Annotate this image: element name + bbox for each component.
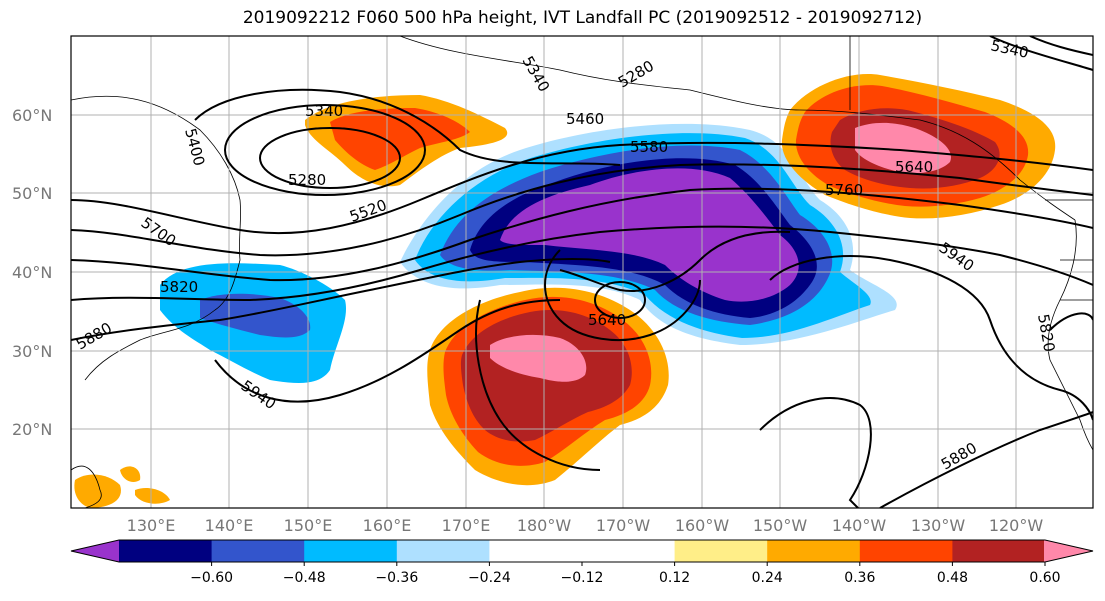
contour-label: 5340 (305, 102, 343, 120)
contour-label: 5580 (630, 138, 668, 156)
colorbar-extend-high (1044, 540, 1093, 562)
lon-label: 150°E (284, 516, 333, 535)
lat-label: 60°N (12, 106, 52, 125)
lon-label: 160°W (675, 516, 730, 535)
map-area: 5340 5340 5400 5280 5520 5460 5580 5700 … (71, 36, 1093, 508)
negative-ivt-anomaly (160, 123, 897, 383)
contour-label: 5820 (160, 278, 198, 296)
lon-label: 140°E (205, 516, 254, 535)
lon-label: 170°E (442, 516, 491, 535)
contour-label: 5640 (588, 311, 626, 329)
lat-label: 50°N (12, 184, 52, 203)
lon-label: 130°E (127, 516, 176, 535)
colorbar-segment (304, 540, 398, 562)
colorbar-segment (211, 540, 305, 562)
colorbar-segment (489, 540, 583, 562)
lon-label: 170°W (596, 516, 651, 535)
lon-label: 140°W (832, 516, 887, 535)
contour-label: 5760 (825, 181, 863, 199)
colorbar-tick-label: −0.36 (375, 570, 418, 586)
colorbar-tick-label: 0.48 (937, 570, 968, 586)
contour-label: 5280 (288, 171, 326, 189)
colorbar-segment (859, 540, 953, 562)
lon-label: 150°W (753, 516, 808, 535)
colorbar-tick-label: 0.24 (752, 570, 783, 586)
colorbar-tick-label: −0.48 (283, 570, 326, 586)
map-title: 2019092212 F060 500 hPa height, IVT Land… (242, 8, 923, 28)
lat-label: 40°N (12, 263, 52, 282)
colorbar-tick-label: 0.36 (844, 570, 875, 586)
lon-label: 160°E (363, 516, 412, 535)
colorbar-segment (119, 540, 213, 562)
coastlines (71, 36, 1093, 508)
map-frame (70, 35, 1094, 509)
colorbar-segment (952, 540, 1046, 562)
colorbar: −0.60 −0.48 −0.36 −0.24 −0.12 0.12 0.24 0.36 0.4… (70, 539, 1094, 586)
colorbar-tick-label: −0.24 (468, 570, 511, 586)
colorbar-tick-label: −0.60 (190, 570, 233, 586)
contour-label: 5640 (895, 158, 933, 176)
lon-label: 120°W (989, 516, 1044, 535)
lon-label: 130°W (911, 516, 966, 535)
colorbar-extend-low (71, 540, 120, 562)
colorbar-segment (582, 540, 676, 562)
height-contours (71, 36, 1093, 508)
colorbar-outline (70, 539, 1094, 563)
lat-label: 20°N (12, 420, 52, 439)
longitude-labels: 130°E 140°E 150°E 160°E 170°E 180°W 170°… (127, 516, 1044, 535)
colorbar-tick-label: −0.12 (561, 570, 604, 586)
colorbar-segment (767, 540, 861, 562)
colorbar-tick-label: 0.60 (1029, 570, 1060, 586)
lat-label: 30°N (12, 342, 52, 361)
latitude-labels: 60°N 50°N 40°N 30°N 20°N (12, 106, 52, 439)
colorbar-segment (674, 540, 768, 562)
colorbar-segment (396, 540, 490, 562)
contour-label: 5460 (566, 110, 604, 128)
lon-label: 180°W (517, 516, 572, 535)
colorbar-tick-label: 0.12 (659, 570, 690, 586)
